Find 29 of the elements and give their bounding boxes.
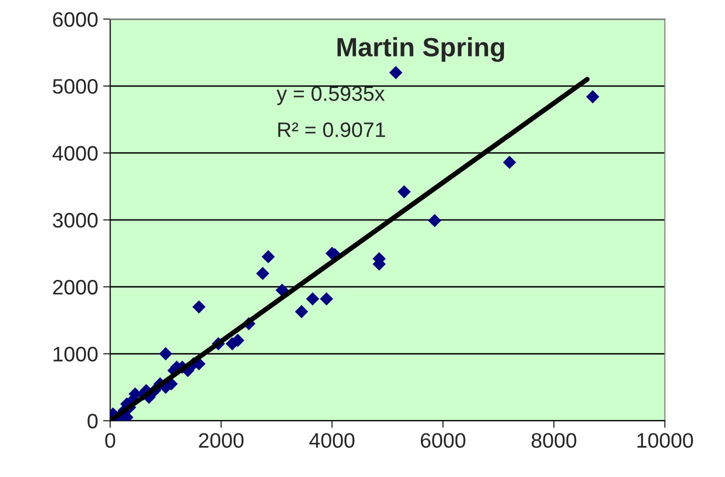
point (586, 90, 600, 104)
y-tick-label: 6000 (53, 12, 98, 27)
text: Martin Spring (338, 37, 504, 62)
point (159, 347, 172, 360)
point (398, 185, 411, 198)
point (231, 334, 244, 347)
x-tick-label: 10000 (637, 433, 693, 448)
y-tick-label: 5000 (52, 79, 98, 94)
point (502, 156, 516, 169)
y-tick-label: 0 (88, 414, 98, 428)
x-tick-label: 8000 (532, 433, 576, 448)
y-tick-label: 4000 (52, 146, 98, 161)
point (320, 292, 334, 306)
x-tick-label: 6000 (420, 433, 466, 448)
point (294, 305, 308, 318)
y-tick-label: 2000 (53, 280, 98, 295)
point (192, 300, 206, 314)
y-tick-label: 1000 (54, 346, 98, 362)
point (306, 292, 320, 306)
point (428, 214, 442, 228)
annotation: R² = 0.9071 (278, 122, 386, 138)
x-tick-label: 0 (105, 433, 116, 448)
y-tick-label: 3000 (52, 212, 98, 228)
point (256, 266, 270, 280)
point (389, 66, 402, 80)
x-tick-label: 4000 (309, 433, 354, 448)
annotation: y = 0.5935x (276, 86, 385, 106)
x-tick-label: 2000 (199, 433, 244, 448)
point (262, 250, 275, 264)
